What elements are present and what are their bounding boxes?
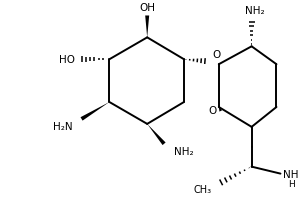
Text: O: O (213, 50, 221, 60)
Text: CH₃: CH₃ (194, 184, 212, 194)
Polygon shape (145, 16, 149, 38)
Text: H: H (288, 179, 295, 188)
Polygon shape (147, 124, 165, 145)
Text: HO: HO (59, 55, 75, 65)
Polygon shape (81, 103, 109, 121)
Polygon shape (219, 108, 222, 112)
Text: NH₂: NH₂ (245, 6, 265, 15)
Text: OH: OH (139, 2, 155, 13)
Text: NH₂: NH₂ (174, 146, 194, 156)
Text: NH: NH (284, 169, 299, 179)
Text: O: O (209, 105, 217, 115)
Text: H₂N: H₂N (53, 121, 72, 131)
